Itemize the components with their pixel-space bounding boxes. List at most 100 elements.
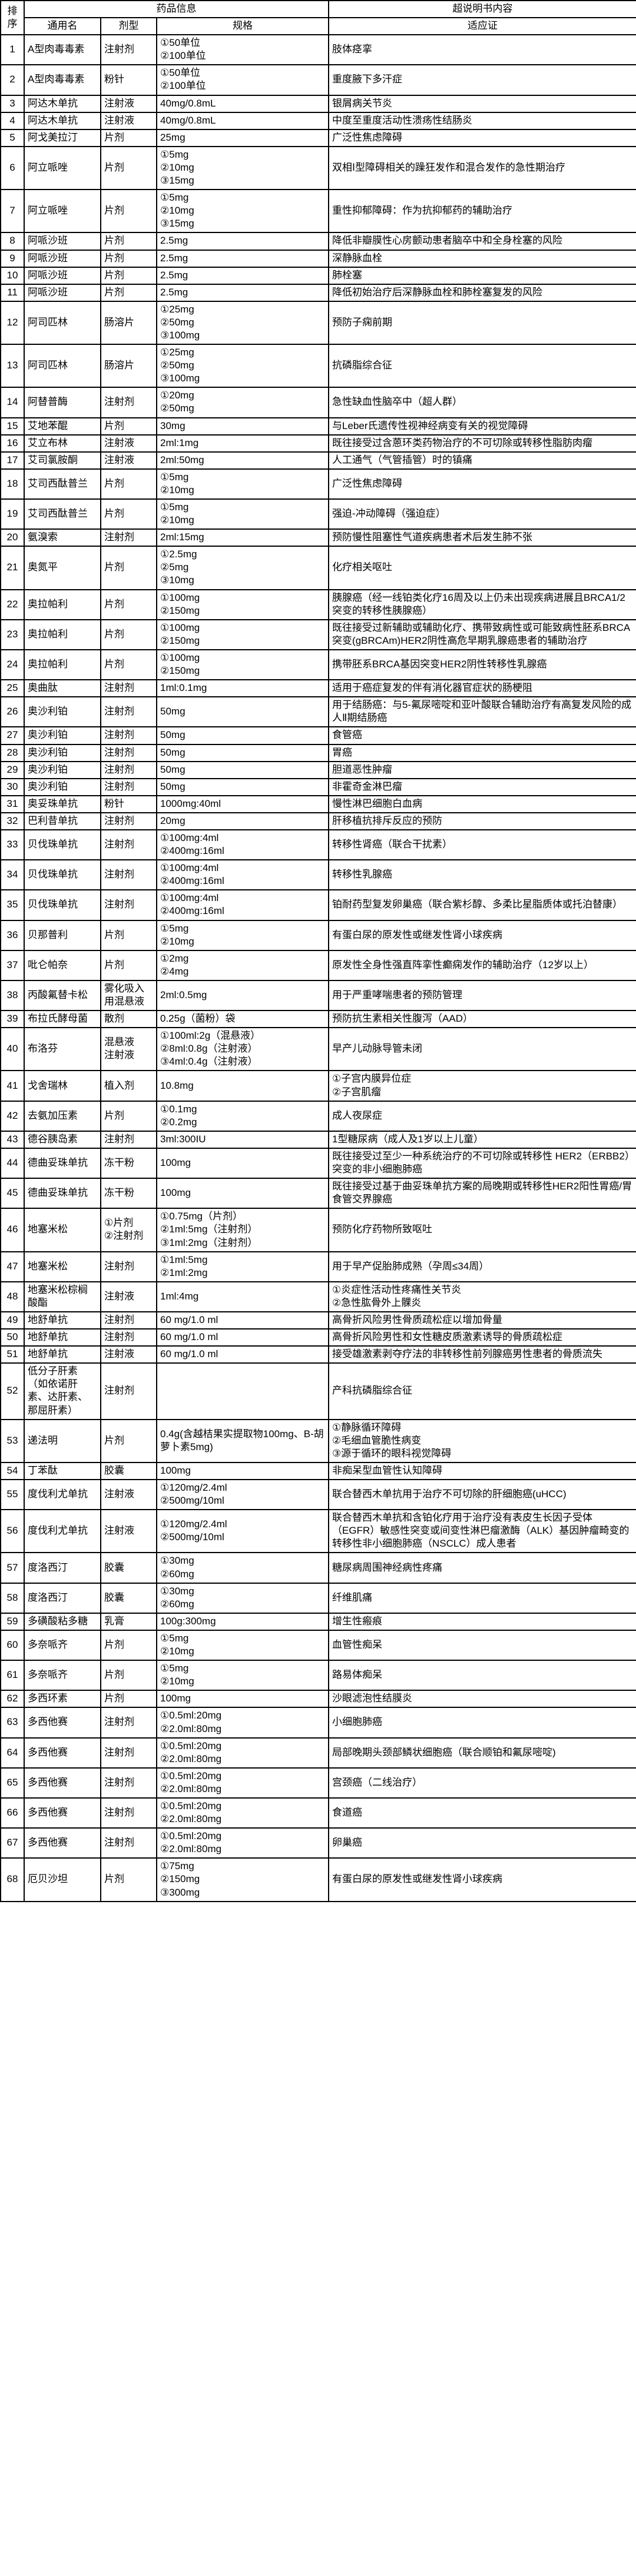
- table-row: 30 奥沙利铂 注射剂 50mg 非霍奇金淋巴瘤: [0, 777, 636, 796]
- cell-index: 41: [0, 1070, 25, 1102]
- cell-dosage-form: 混悬液 注射液: [100, 1027, 157, 1072]
- table-row: 15 艾地苯醌 片剂 30mg 与Leber氏遗传性视神经病变有关的视觉障碍: [0, 417, 636, 436]
- cell-indication: 转移性肾癌（联合干扰素）: [328, 829, 636, 861]
- cell-dosage-form: 片剂: [100, 619, 157, 650]
- table-row: 25 奥曲肽 注射剂 1ml:0.1mg 适用于癌症复发的伴有消化器官症状的肠梗阻: [0, 679, 636, 698]
- cell-dosage-form: 注射剂: [100, 1251, 157, 1282]
- cell-generic-name: 奥拉帕利: [24, 589, 101, 620]
- cell-index: 56: [0, 1509, 25, 1554]
- cell-specification: 50mg: [155, 726, 330, 745]
- cell-generic-name: 艾立布林: [24, 434, 101, 453]
- cell-indication: 抗磷脂综合征: [328, 344, 636, 388]
- cell-dosage-form: ①片剂 ②注射剂: [100, 1208, 157, 1252]
- table-row: 51 地舒单抗 注射液 60 mg/1.0 ml 接受雄激素剥夺疗法的非转移性前列腺癌男…: [0, 1345, 636, 1364]
- cell-dosage-form: 片剂: [100, 145, 157, 191]
- cell-indication: 路易体痴呆: [328, 1660, 636, 1691]
- cell-specification: 50mg: [155, 743, 330, 762]
- cell-index: 58: [0, 1582, 25, 1614]
- table-row: 63 多西他赛 注射剂 ①0.5ml:20mg ②2.0ml:80mg 小细胞肺癌: [0, 1707, 636, 1739]
- cell-indication: 联合替西木单抗和含铂化疗用于治疗没有表皮生长因子受体（EGFR）敏感性突变或间变…: [328, 1509, 636, 1554]
- cell-specification: ①2.5mg ②5mg ③10mg: [155, 546, 330, 590]
- table-row: 20 氨溴索 注射剂 2ml:15mg 预防慢性阻塞性气道疾病患者术后发生肺不张: [0, 529, 636, 547]
- table-row: 31 奥妥珠单抗 粉针 1000mg:40ml 慢性淋巴细胞白血病: [0, 795, 636, 813]
- cell-indication: ①子宫内膜异位症 ②子宫肌瘤: [328, 1070, 636, 1102]
- table-row: 8 阿哌沙班 片剂 2.5mg 降低非瓣膜性心房颤动患者脑卒中和全身栓塞的风险: [0, 232, 636, 251]
- cell-specification: 1ml:4mg: [155, 1281, 330, 1312]
- table-row: 68 厄贝沙坦 片剂 ①75mg ②150mg ③300mg 有蛋白尿的原发性或继发性肾…: [0, 1857, 636, 1902]
- cell-indication: 慢性淋巴细胞白血病: [328, 795, 636, 813]
- cell-specification: ①0.5ml:20mg ②2.0ml:80mg: [155, 1827, 330, 1859]
- cell-indication: 化疗相关呕吐: [328, 546, 636, 590]
- cell-specification: ①0.5ml:20mg ②2.0ml:80mg: [155, 1797, 330, 1829]
- cell-generic-name: 吡仑帕奈: [24, 949, 101, 981]
- cell-specification: 50mg: [155, 777, 330, 796]
- cell-specification: ①25mg ②50mg ③100mg: [155, 344, 330, 388]
- cell-indication: 食管癌: [328, 726, 636, 745]
- cell-generic-name: 氨溴索: [24, 529, 101, 547]
- table-row: 23 奥拉帕利 片剂 ①100mg ②150mg 既往接受过新辅助或辅助化疗、携带致病性…: [0, 619, 636, 650]
- cell-indication: 胰腺癌（经一线铂类化疗16周及以上仍未出现疾病进展且BRCA1/2突变的转移性胰…: [328, 589, 636, 620]
- cell-dosage-form: 片剂: [100, 589, 157, 620]
- cell-specification: 1ml:0.1mg: [155, 679, 330, 698]
- cell-specification: 100mg: [155, 1178, 330, 1209]
- cell-index: 66: [0, 1797, 25, 1829]
- cell-generic-name: 阿立哌唑: [24, 145, 101, 191]
- cell-specification: 2.5mg: [155, 266, 330, 285]
- cell-generic-name: 度伐利尤单抗: [24, 1509, 101, 1554]
- cell-dosage-form: 注射剂: [100, 812, 157, 830]
- cell-indication: 非痴呆型血管性认知障碍: [328, 1461, 636, 1481]
- cell-indication: 成人夜尿症: [328, 1100, 636, 1132]
- cell-generic-name: 阿哌沙班: [24, 283, 101, 302]
- cell-generic-name: 贝伐珠单抗: [24, 889, 101, 921]
- cell-generic-name: 奥沙利铂: [24, 760, 101, 779]
- cell-indication: 原发性全身性强直阵挛性癫痫发作的辅助治疗（12岁以上）: [328, 949, 636, 981]
- cell-indication: 有蛋白尿的原发性或继发性肾小球疾病: [328, 1857, 636, 1902]
- cell-generic-name: 地塞米松棕榈酸酯: [24, 1281, 101, 1312]
- cell-generic-name: 奥沙利铂: [24, 726, 101, 745]
- cell-specification: ①0.75mg（片剂） ②1ml:5mg（注射剂） ③1ml:2mg（注射剂）: [155, 1208, 330, 1252]
- table-row: 49 地舒单抗 注射剂 60 mg/1.0 ml 高骨折风险男性骨质疏松症以增加骨量: [0, 1311, 636, 1330]
- cell-generic-name: 艾司西酞普兰: [24, 498, 101, 530]
- cell-indication: 降低非瓣膜性心房颤动患者脑卒中和全身栓塞的风险: [328, 232, 636, 251]
- table-row: 56 度伐利尤单抗 注射液 ①120mg/2.4ml ②500mg/10ml 联合替西木…: [0, 1509, 636, 1554]
- table-row: 1 A型肉毒毒素 注射剂 ①50单位 ②100单位 肢体痉挛: [0, 34, 636, 66]
- cell-indication: 宫颈癌（二线治疗）: [328, 1767, 636, 1799]
- cell-generic-name: 布拉氏酵母菌: [24, 1010, 101, 1029]
- cell-generic-name: 阿哌沙班: [24, 266, 101, 285]
- cell-index: 54: [0, 1461, 25, 1481]
- header-dosage-form: 剂型: [100, 17, 157, 36]
- cell-index: 25: [0, 679, 25, 698]
- cell-index: 3: [0, 94, 25, 113]
- table-row: 9 阿哌沙班 片剂 2.5mg 深静脉血栓: [0, 249, 636, 268]
- cell-generic-name: 奥沙利铂: [24, 743, 101, 762]
- cell-index: 43: [0, 1130, 25, 1149]
- cell-indication: 肺栓塞: [328, 266, 636, 285]
- cell-indication: 联合替西木单抗用于治疗不可切除的肝细胞癌(uHCC): [328, 1478, 636, 1511]
- cell-dosage-form: 注射液: [100, 1478, 157, 1511]
- cell-generic-name: 多磺酸粘多糖: [24, 1612, 101, 1631]
- cell-indication: ①静脉循环障碍 ②毛细血管脆性病变 ③源于循环的眼科视觉障碍: [328, 1418, 636, 1463]
- cell-dosage-form: 注射液: [100, 434, 157, 453]
- table-row: 37 吡仑帕奈 片剂 ①2mg ②4mg 原发性全身性强直阵挛性癫痫发作的辅助治疗（12…: [0, 949, 636, 981]
- table-row: 18 艾司西酞普兰 片剂 ①5mg ②10mg 广泛性焦虑障碍: [0, 468, 636, 500]
- cell-specification: ①120mg/2.4ml ②500mg/10ml: [155, 1478, 330, 1511]
- header-row-top: 排序 药品信息 超说明书内容: [0, 0, 636, 36]
- cell-specification: 100mg: [155, 1147, 330, 1179]
- cell-specification: 3ml:300IU: [155, 1130, 330, 1149]
- cell-index: 63: [0, 1707, 25, 1739]
- table-row: 6 阿立哌唑 片剂 ①5mg ②10mg ③15mg 双相Ⅰ型障碍相关的躁狂发作和混合发…: [0, 145, 636, 191]
- cell-indication: 早产儿动脉导管未闭: [328, 1027, 636, 1072]
- cell-specification: ①100mg ②150mg: [155, 649, 330, 681]
- cell-generic-name: 奥曲肽: [24, 679, 101, 698]
- cell-specification: 40mg/0.8mL: [155, 94, 330, 113]
- cell-indication: 高骨折风险男性骨质疏松症以增加骨量: [328, 1311, 636, 1330]
- cell-dosage-form: 注射剂: [100, 760, 157, 779]
- table-row: 50 地舒单抗 注射剂 60 mg/1.0 ml 高骨折风险男性和女性糖皮质激素诱导的骨…: [0, 1328, 636, 1347]
- cell-dosage-form: 胶囊: [100, 1552, 157, 1584]
- cell-dosage-form: 片剂: [100, 1629, 157, 1661]
- cell-dosage-form: 注射剂: [100, 679, 157, 698]
- table-row: 27 奥沙利铂 注射剂 50mg 食管癌: [0, 726, 636, 745]
- cell-generic-name: 奥妥珠单抗: [24, 795, 101, 813]
- cell-indication: 银屑病关节炎: [328, 94, 636, 113]
- cell-index: 5: [0, 128, 25, 147]
